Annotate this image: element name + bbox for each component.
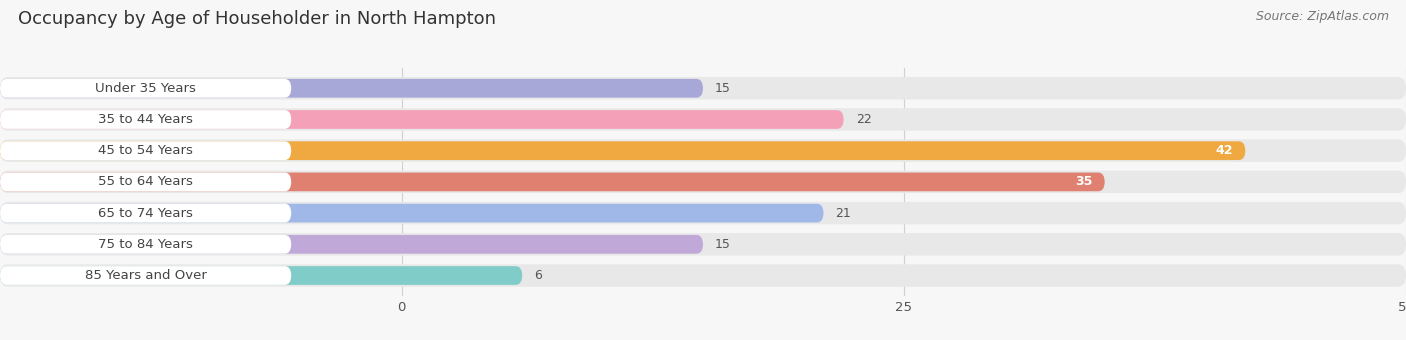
Text: 85 Years and Over: 85 Years and Over bbox=[84, 269, 207, 282]
Text: 42: 42 bbox=[1216, 144, 1233, 157]
FancyBboxPatch shape bbox=[0, 235, 703, 254]
Text: 6: 6 bbox=[534, 269, 543, 282]
FancyBboxPatch shape bbox=[0, 110, 844, 129]
FancyBboxPatch shape bbox=[0, 204, 824, 222]
Text: Under 35 Years: Under 35 Years bbox=[96, 82, 195, 95]
FancyBboxPatch shape bbox=[0, 233, 1406, 256]
Text: 35: 35 bbox=[1076, 175, 1092, 188]
FancyBboxPatch shape bbox=[0, 77, 1406, 100]
Text: Source: ZipAtlas.com: Source: ZipAtlas.com bbox=[1256, 10, 1389, 23]
FancyBboxPatch shape bbox=[0, 172, 291, 191]
FancyBboxPatch shape bbox=[0, 235, 291, 254]
Text: 45 to 54 Years: 45 to 54 Years bbox=[98, 144, 193, 157]
FancyBboxPatch shape bbox=[0, 171, 1406, 193]
FancyBboxPatch shape bbox=[0, 79, 291, 98]
FancyBboxPatch shape bbox=[0, 202, 1406, 224]
FancyBboxPatch shape bbox=[0, 108, 1406, 131]
FancyBboxPatch shape bbox=[0, 110, 291, 129]
Text: 35 to 44 Years: 35 to 44 Years bbox=[98, 113, 193, 126]
FancyBboxPatch shape bbox=[0, 141, 1246, 160]
Text: 75 to 84 Years: 75 to 84 Years bbox=[98, 238, 193, 251]
Text: 22: 22 bbox=[856, 113, 872, 126]
Text: 15: 15 bbox=[716, 82, 731, 95]
FancyBboxPatch shape bbox=[0, 172, 1105, 191]
FancyBboxPatch shape bbox=[0, 266, 291, 285]
Text: Occupancy by Age of Householder in North Hampton: Occupancy by Age of Householder in North… bbox=[18, 10, 496, 28]
FancyBboxPatch shape bbox=[0, 139, 1406, 162]
Text: 55 to 64 Years: 55 to 64 Years bbox=[98, 175, 193, 188]
FancyBboxPatch shape bbox=[0, 204, 291, 222]
FancyBboxPatch shape bbox=[0, 266, 522, 285]
FancyBboxPatch shape bbox=[0, 79, 703, 98]
Text: 15: 15 bbox=[716, 238, 731, 251]
Text: 65 to 74 Years: 65 to 74 Years bbox=[98, 207, 193, 220]
FancyBboxPatch shape bbox=[0, 264, 1406, 287]
FancyBboxPatch shape bbox=[0, 141, 291, 160]
Text: 21: 21 bbox=[835, 207, 851, 220]
